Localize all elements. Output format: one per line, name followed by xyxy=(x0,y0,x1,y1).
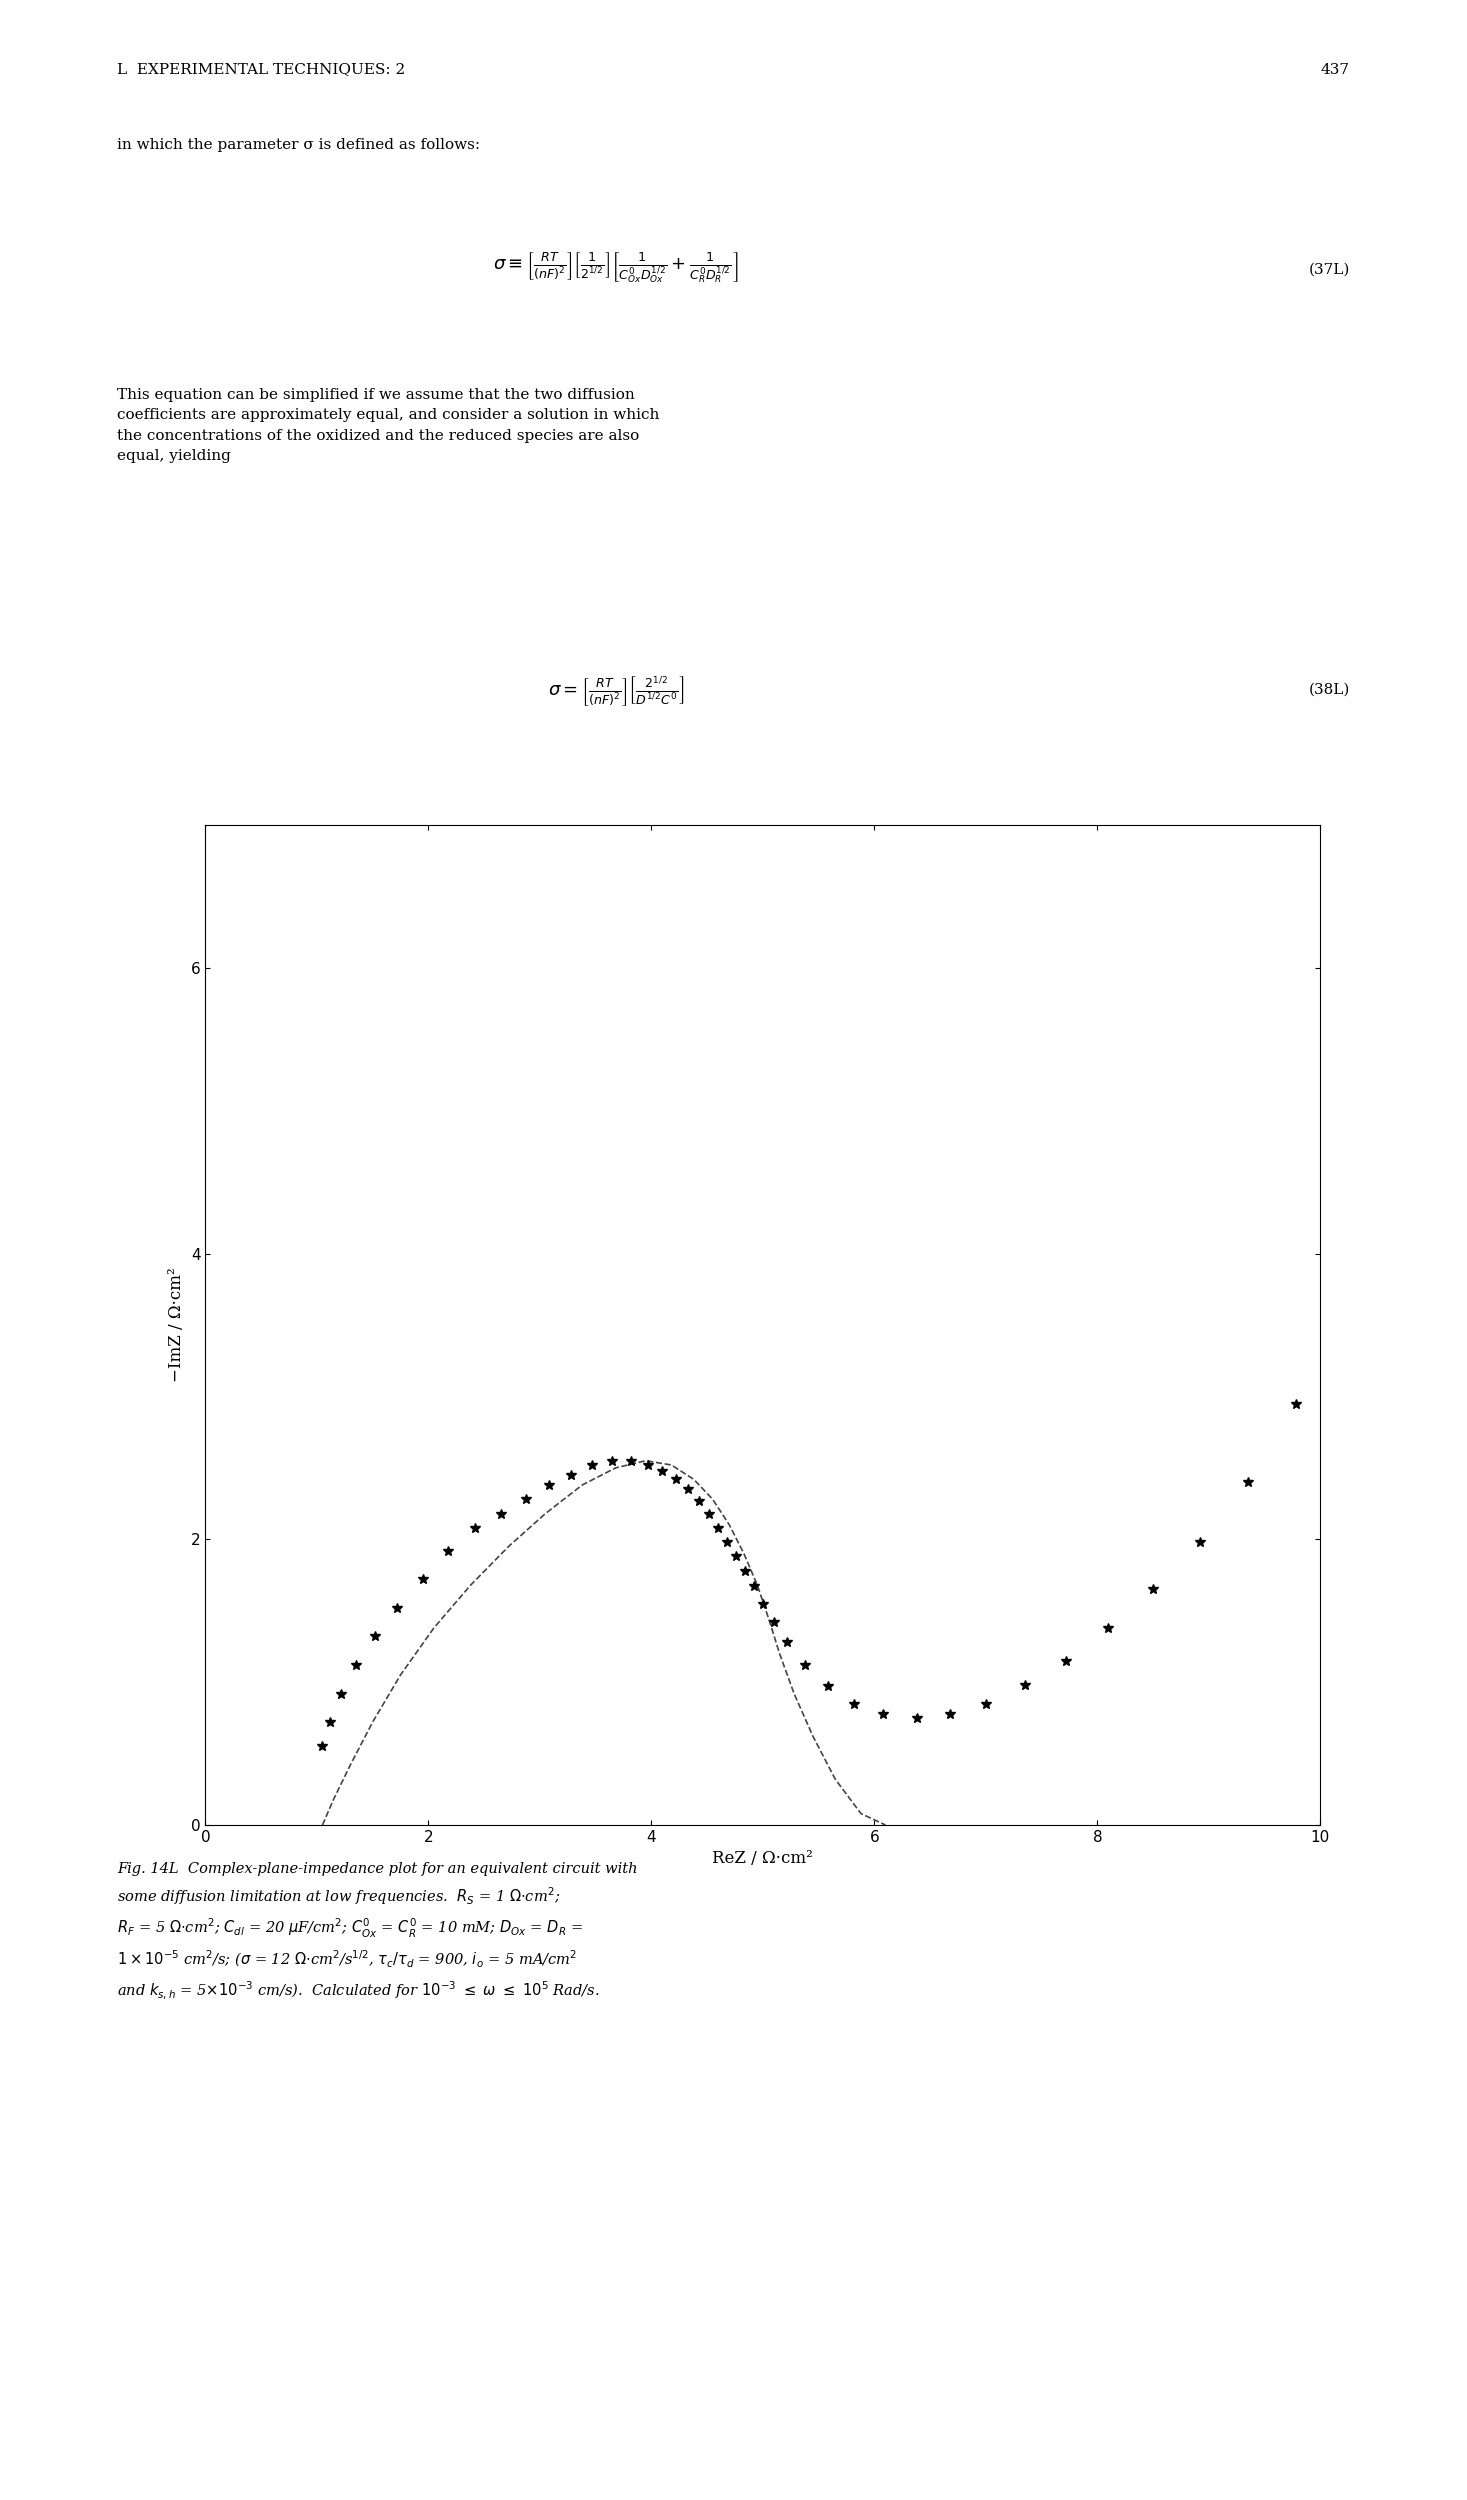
Text: This equation can be simplified if we assume that the two diffusion
coefficients: This equation can be simplified if we as… xyxy=(117,388,660,462)
Text: L  EXPERIMENTAL TECHNIQUES: 2: L EXPERIMENTAL TECHNIQUES: 2 xyxy=(117,62,405,78)
Y-axis label: −ImZ / Ω·cm²: −ImZ / Ω·cm² xyxy=(169,1268,185,1382)
Text: (38L): (38L) xyxy=(1309,682,1350,698)
X-axis label: ReZ / Ω·cm²: ReZ / Ω·cm² xyxy=(713,1850,813,1868)
Text: 437: 437 xyxy=(1320,62,1350,78)
Text: $\sigma = \left[\frac{RT}{(nF)^2}\right]\left[\frac{2^{1/2}}{D^{1/2}C^{0}}\right: $\sigma = \left[\frac{RT}{(nF)^2}\right]… xyxy=(547,675,685,710)
Text: (37L): (37L) xyxy=(1309,262,1350,278)
Text: in which the parameter σ is defined as follows:: in which the parameter σ is defined as f… xyxy=(117,138,481,152)
Text: Fig. 14L  Complex-plane-impedance plot for an equivalent circuit with
some diffu: Fig. 14L Complex-plane-impedance plot fo… xyxy=(117,1862,638,2000)
Text: $\sigma \equiv \left[\frac{RT}{(nF)^2}\right]\left[\frac{1}{2^{1/2}}\right]\left: $\sigma \equiv \left[\frac{RT}{(nF)^2}\r… xyxy=(493,250,739,285)
